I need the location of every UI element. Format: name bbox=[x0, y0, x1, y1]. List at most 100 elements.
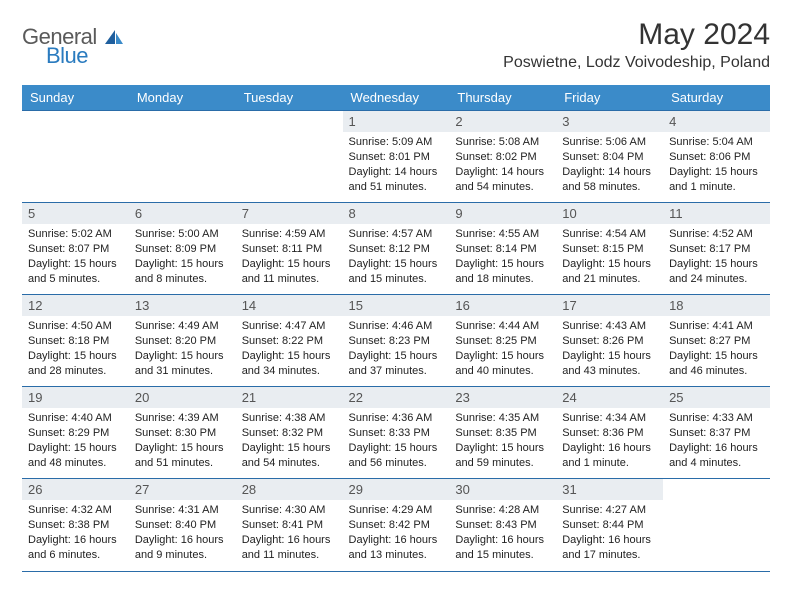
day-number: 9 bbox=[449, 203, 556, 224]
daylight-text: and 15 minutes. bbox=[455, 548, 550, 563]
day-number: 15 bbox=[343, 295, 450, 316]
sunrise-text: Sunrise: 4:29 AM bbox=[349, 503, 444, 518]
sunrise-text: Sunrise: 4:40 AM bbox=[28, 411, 123, 426]
sunrise-text: Sunrise: 4:34 AM bbox=[562, 411, 657, 426]
day-number: 2 bbox=[449, 111, 556, 132]
calendar-day-cell: 28Sunrise: 4:30 AMSunset: 8:41 PMDayligh… bbox=[236, 479, 343, 571]
daylight-text: Daylight: 15 hours bbox=[562, 257, 657, 272]
calendar-day-cell: 16Sunrise: 4:44 AMSunset: 8:25 PMDayligh… bbox=[449, 295, 556, 387]
sunrise-text: Sunrise: 4:31 AM bbox=[135, 503, 230, 518]
daylight-text: Daylight: 15 hours bbox=[669, 257, 764, 272]
weekday-header: Saturday bbox=[663, 85, 770, 111]
daylight-text: Daylight: 16 hours bbox=[349, 533, 444, 548]
calendar-day-cell: 5Sunrise: 5:02 AMSunset: 8:07 PMDaylight… bbox=[22, 203, 129, 295]
day-number: 12 bbox=[22, 295, 129, 316]
sunset-text: Sunset: 8:36 PM bbox=[562, 426, 657, 441]
calendar-day-cell: 7Sunrise: 4:59 AMSunset: 8:11 PMDaylight… bbox=[236, 203, 343, 295]
day-number: 7 bbox=[236, 203, 343, 224]
daylight-text: and 51 minutes. bbox=[349, 180, 444, 195]
daylight-text: Daylight: 16 hours bbox=[455, 533, 550, 548]
brand-word2: Blue bbox=[46, 43, 88, 68]
daylight-text: and 40 minutes. bbox=[455, 364, 550, 379]
sunset-text: Sunset: 8:11 PM bbox=[242, 242, 337, 257]
sunrise-text: Sunrise: 4:36 AM bbox=[349, 411, 444, 426]
day-number: 24 bbox=[556, 387, 663, 408]
sunrise-text: Sunrise: 4:28 AM bbox=[455, 503, 550, 518]
sunset-text: Sunset: 8:06 PM bbox=[669, 150, 764, 165]
calendar-day-cell: 12Sunrise: 4:50 AMSunset: 8:18 PMDayligh… bbox=[22, 295, 129, 387]
sunset-text: Sunset: 8:14 PM bbox=[455, 242, 550, 257]
sunrise-text: Sunrise: 4:57 AM bbox=[349, 227, 444, 242]
daylight-text: and 6 minutes. bbox=[28, 548, 123, 563]
daylight-text: and 43 minutes. bbox=[562, 364, 657, 379]
calendar-day-cell: 2Sunrise: 5:08 AMSunset: 8:02 PMDaylight… bbox=[449, 111, 556, 203]
sunset-text: Sunset: 8:07 PM bbox=[28, 242, 123, 257]
sunrise-text: Sunrise: 5:06 AM bbox=[562, 135, 657, 150]
sunrise-text: Sunrise: 4:50 AM bbox=[28, 319, 123, 334]
daylight-text: Daylight: 15 hours bbox=[349, 349, 444, 364]
day-number: 13 bbox=[129, 295, 236, 316]
header: General Blue May 2024 Poswietne, Lodz Vo… bbox=[22, 18, 770, 77]
sunset-text: Sunset: 8:41 PM bbox=[242, 518, 337, 533]
sunset-text: Sunset: 8:37 PM bbox=[669, 426, 764, 441]
daylight-text: Daylight: 15 hours bbox=[242, 441, 337, 456]
daylight-text: Daylight: 15 hours bbox=[562, 349, 657, 364]
daylight-text: and 1 minute. bbox=[562, 456, 657, 471]
daylight-text: and 11 minutes. bbox=[242, 548, 337, 563]
day-number: 26 bbox=[22, 479, 129, 500]
sunset-text: Sunset: 8:29 PM bbox=[28, 426, 123, 441]
daylight-text: and 31 minutes. bbox=[135, 364, 230, 379]
sunset-text: Sunset: 8:27 PM bbox=[669, 334, 764, 349]
sunrise-text: Sunrise: 4:47 AM bbox=[242, 319, 337, 334]
calendar-day-cell: 29Sunrise: 4:29 AMSunset: 8:42 PMDayligh… bbox=[343, 479, 450, 571]
sunset-text: Sunset: 8:38 PM bbox=[28, 518, 123, 533]
day-number: 20 bbox=[129, 387, 236, 408]
daylight-text: and 56 minutes. bbox=[349, 456, 444, 471]
sunrise-text: Sunrise: 4:54 AM bbox=[562, 227, 657, 242]
sunrise-text: Sunrise: 4:35 AM bbox=[455, 411, 550, 426]
sunrise-text: Sunrise: 5:00 AM bbox=[135, 227, 230, 242]
calendar-day-cell: 30Sunrise: 4:28 AMSunset: 8:43 PMDayligh… bbox=[449, 479, 556, 571]
calendar-day-cell: 3Sunrise: 5:06 AMSunset: 8:04 PMDaylight… bbox=[556, 111, 663, 203]
sunset-text: Sunset: 8:18 PM bbox=[28, 334, 123, 349]
daylight-text: Daylight: 15 hours bbox=[669, 349, 764, 364]
sunset-text: Sunset: 8:15 PM bbox=[562, 242, 657, 257]
sail-icon bbox=[103, 28, 125, 51]
day-number: 17 bbox=[556, 295, 663, 316]
daylight-text: Daylight: 15 hours bbox=[242, 257, 337, 272]
daylight-text: and 1 minute. bbox=[669, 180, 764, 195]
weekday-header: Sunday bbox=[22, 85, 129, 111]
daylight-text: and 28 minutes. bbox=[28, 364, 123, 379]
daylight-text: and 54 minutes. bbox=[455, 180, 550, 195]
weekday-header: Tuesday bbox=[236, 85, 343, 111]
sunrise-text: Sunrise: 4:52 AM bbox=[669, 227, 764, 242]
sunrise-text: Sunrise: 4:39 AM bbox=[135, 411, 230, 426]
weekday-header: Monday bbox=[129, 85, 236, 111]
sunrise-text: Sunrise: 4:49 AM bbox=[135, 319, 230, 334]
calendar-day-cell bbox=[663, 479, 770, 571]
calendar-day-cell: 25Sunrise: 4:33 AMSunset: 8:37 PMDayligh… bbox=[663, 387, 770, 479]
weekday-header: Wednesday bbox=[343, 85, 450, 111]
daylight-text: Daylight: 15 hours bbox=[135, 441, 230, 456]
location-text: Poswietne, Lodz Voivodeship, Poland bbox=[503, 54, 770, 72]
day-number: 19 bbox=[22, 387, 129, 408]
sunset-text: Sunset: 8:23 PM bbox=[349, 334, 444, 349]
sunset-text: Sunset: 8:32 PM bbox=[242, 426, 337, 441]
daylight-text: Daylight: 14 hours bbox=[455, 165, 550, 180]
day-number: 10 bbox=[556, 203, 663, 224]
sunset-text: Sunset: 8:25 PM bbox=[455, 334, 550, 349]
weekday-header-row: SundayMondayTuesdayWednesdayThursdayFrid… bbox=[22, 85, 770, 111]
sunrise-text: Sunrise: 4:32 AM bbox=[28, 503, 123, 518]
daylight-text: Daylight: 15 hours bbox=[242, 349, 337, 364]
calendar-day-cell: 15Sunrise: 4:46 AMSunset: 8:23 PMDayligh… bbox=[343, 295, 450, 387]
daylight-text: Daylight: 15 hours bbox=[349, 441, 444, 456]
calendar-day-cell: 27Sunrise: 4:31 AMSunset: 8:40 PMDayligh… bbox=[129, 479, 236, 571]
daylight-text: Daylight: 16 hours bbox=[562, 441, 657, 456]
daylight-text: and 48 minutes. bbox=[28, 456, 123, 471]
daylight-text: and 11 minutes. bbox=[242, 272, 337, 287]
calendar-week-row: 26 Sunrise: 4:32 AMSunset: 8:38 PM Dayligh… bbox=[22, 479, 770, 571]
sunrise-text: Sunrise: 4:44 AM bbox=[455, 319, 550, 334]
day-number: 28 bbox=[236, 479, 343, 500]
day-number: 31 bbox=[556, 479, 663, 500]
brand-logo: General Blue bbox=[22, 24, 125, 77]
